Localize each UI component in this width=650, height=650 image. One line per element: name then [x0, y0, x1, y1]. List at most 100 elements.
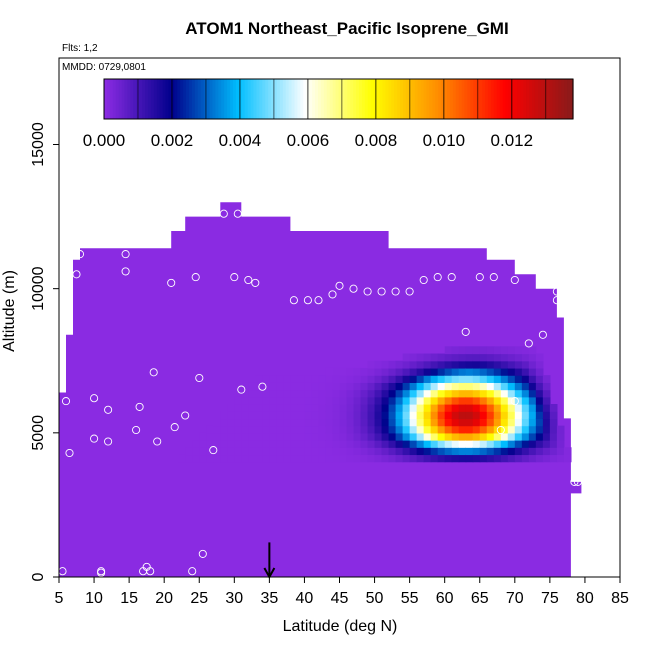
flight-point: [188, 567, 197, 576]
colorbar-swatch: [297, 79, 301, 119]
heat-cell: [479, 382, 488, 391]
colorbar-swatch: [367, 79, 372, 119]
heat-cell: [395, 382, 404, 391]
heat-cell: [500, 389, 509, 398]
x-tick-label: 15: [120, 590, 138, 607]
colorbar-swatch: [529, 79, 533, 119]
heat-cell: [339, 382, 348, 391]
heat-cell: [269, 425, 277, 434]
heat-cell: [493, 396, 502, 405]
heat-cell: [206, 425, 214, 434]
flight-point: [75, 250, 85, 259]
heat-cell: [339, 425, 348, 434]
colorbar-swatch: [130, 79, 134, 119]
heat-cell: [451, 382, 460, 391]
heat-cell: [388, 375, 397, 383]
heat-cell: [507, 432, 516, 441]
heat-cell: [535, 440, 544, 448]
heat-cell: [360, 454, 369, 463]
heat-cell: [409, 425, 418, 434]
heat-cell: [262, 440, 270, 448]
heat-cell: [402, 432, 411, 441]
colorbar-swatch: [244, 79, 249, 119]
heat-cell: [458, 447, 467, 456]
heat-cell: [311, 382, 320, 391]
heat-cell: [178, 454, 186, 463]
heat-cell: [493, 411, 502, 420]
heat-cell: [409, 382, 418, 391]
heat-cell: [346, 404, 355, 412]
heat-cell: [500, 432, 509, 441]
heat-cell: [521, 389, 530, 398]
heat-cell: [332, 411, 341, 420]
heat-cell: [381, 447, 390, 456]
heat-cell: [423, 375, 432, 383]
colorbar-swatch: [567, 79, 571, 119]
heat-cell: [353, 382, 362, 391]
heat-cell: [311, 396, 320, 405]
heat-cell: [381, 382, 390, 391]
colorbar-swatch: [397, 79, 401, 119]
heat-cell: [318, 382, 327, 391]
heat-cell: [220, 447, 228, 456]
heat-cell: [325, 396, 334, 405]
colorbar-swatch: [338, 79, 343, 119]
heat-cell: [318, 425, 327, 434]
heat-cell: [542, 375, 551, 383]
heat-cell: [395, 375, 404, 383]
heat-cell: [241, 432, 249, 441]
x-tick-label: 20: [155, 590, 173, 607]
heat-cell: [346, 389, 355, 398]
heat-cell: [458, 346, 467, 355]
heat-cell: [486, 382, 495, 391]
heat-cell: [549, 418, 558, 427]
heat-cell: [437, 440, 446, 448]
x-tick-label: 35: [260, 590, 278, 607]
heat-cell: [507, 375, 516, 383]
colorbar-swatch: [271, 79, 275, 119]
colorbar-swatch: [232, 79, 237, 119]
x-tick-label: 10: [85, 590, 103, 607]
heat-cell: [227, 440, 235, 448]
colorbar-swatch: [438, 79, 442, 119]
heat-cell: [276, 375, 284, 383]
heat-cell: [535, 375, 544, 383]
colorbar-swatch: [124, 79, 129, 119]
colorbar-swatch: [227, 79, 231, 119]
heat-cell: [528, 447, 537, 456]
flight-point: [121, 250, 130, 259]
heat-cell: [556, 454, 565, 463]
heat-cell: [472, 418, 481, 427]
heat-cell: [227, 418, 235, 427]
heat-cell: [423, 353, 432, 362]
heat-cell: [458, 360, 467, 369]
colorbar-swatch: [449, 79, 454, 119]
heat-cell: [472, 346, 481, 355]
heat-cell: [353, 404, 362, 412]
flight-points: [58, 209, 582, 577]
heat-cell: [465, 367, 474, 376]
flight-point: [573, 477, 582, 486]
colorbar-swatch: [411, 79, 416, 119]
heat-cell: [493, 447, 502, 456]
colorbar-swatch: [356, 79, 360, 119]
flight-point: [258, 382, 267, 391]
flight-point: [132, 425, 141, 435]
heat-cell: [395, 454, 404, 463]
heat-cell: [521, 432, 530, 441]
heat-cell: [318, 389, 327, 398]
heat-cell: [500, 454, 509, 463]
colorbar-swatch: [191, 79, 196, 119]
heat-cell: [367, 418, 376, 427]
flight-point: [475, 273, 484, 282]
heat-cell: [514, 454, 523, 463]
flight-point: [377, 287, 386, 296]
colorbar-swatch: [317, 79, 322, 119]
heat-cell: [290, 389, 299, 398]
heat-cell: [353, 432, 362, 441]
colorbar-swatch: [209, 79, 214, 119]
heat-cell: [248, 454, 256, 463]
heat-cell: [430, 396, 439, 405]
heat-cell: [409, 396, 418, 405]
heat-cell: [409, 360, 418, 369]
